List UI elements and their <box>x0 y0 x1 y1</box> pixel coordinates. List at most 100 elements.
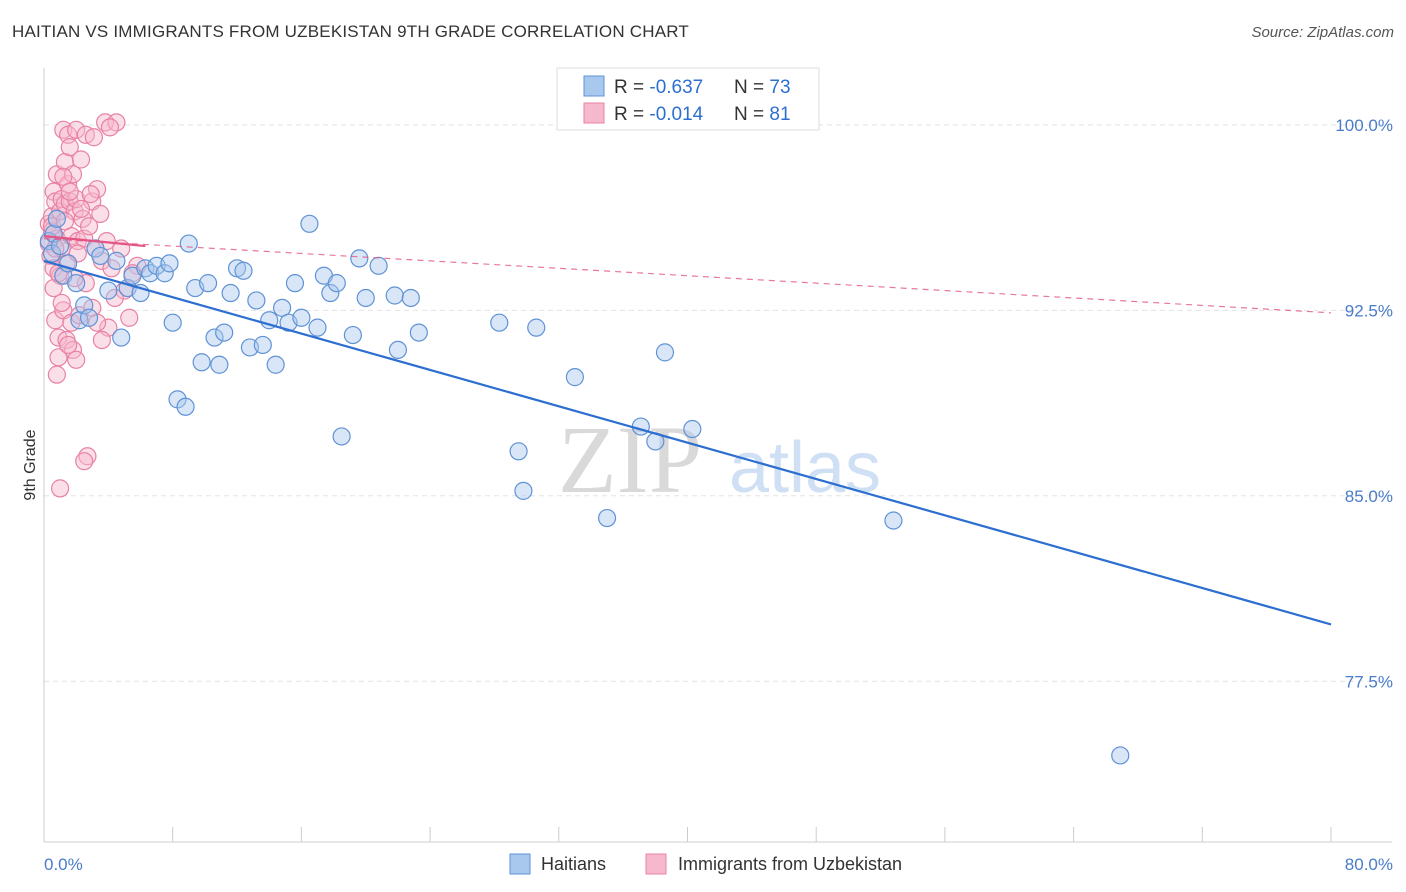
watermark: ZIP atlas <box>558 406 881 513</box>
legend-r-label: R = <box>614 104 649 125</box>
haitian-point <box>160 254 179 273</box>
legend-n-value: 81 <box>769 104 790 125</box>
legend-swatch-uzbekistan <box>583 102 605 124</box>
series-swatch-uzbekistan <box>645 853 667 875</box>
haitian-point <box>409 323 428 342</box>
legend-n-label: N = <box>734 77 769 98</box>
uzbekistan-point <box>67 350 86 369</box>
uzbekistan-point <box>59 335 78 355</box>
uzbekistan-point <box>67 120 86 139</box>
haitian-point <box>221 283 240 303</box>
series-label-haitians: Haitians <box>541 854 606 874</box>
haitian-point <box>514 481 533 500</box>
uzbekistan-point <box>105 288 124 308</box>
uzbekistan-point <box>68 244 87 263</box>
legend-r-value: -0.637 <box>649 77 703 98</box>
uzbekistan-point <box>78 447 97 466</box>
uzbekistan-point <box>52 293 71 313</box>
haitian-point <box>631 417 650 436</box>
haitian-point <box>163 313 182 332</box>
haitian-point <box>683 419 702 439</box>
haitian-point <box>215 323 234 342</box>
x-tick-labels: 0.0% 80.0% <box>44 855 1393 874</box>
y-tick-label: 85.0% <box>1345 487 1393 506</box>
uzbekistan-trendline-solid <box>43 235 146 248</box>
haitian-point <box>300 214 319 233</box>
haitian-point <box>192 353 211 372</box>
haitian-point <box>356 288 375 308</box>
uzbekistan-point <box>50 479 70 498</box>
haitian-point <box>179 234 198 253</box>
y-tick-labels: 100.0% 92.5% 85.0% 77.5% <box>1335 116 1393 691</box>
chart-title: HAITIAN VS IMMIGRANTS FROM UZBEKISTAN 9T… <box>12 22 690 41</box>
haitian-point <box>99 281 118 300</box>
haitian-point <box>79 308 99 327</box>
haitian-point <box>155 264 174 283</box>
haitian-point <box>343 325 362 345</box>
uzbekistan-point <box>79 217 99 236</box>
uzbekistan-point <box>71 199 91 219</box>
source-label: Source: ZipAtlas.com <box>1251 24 1394 41</box>
haitian-point <box>388 340 408 360</box>
series-swatch-haitians <box>509 853 531 875</box>
haitian-point <box>327 274 346 293</box>
haitian-point <box>107 251 126 270</box>
haitian-point <box>509 442 528 461</box>
uzbekistan-point <box>60 138 79 157</box>
uzbekistan-point <box>71 150 91 169</box>
uzbekistan-point <box>60 182 79 201</box>
axes <box>43 68 1392 843</box>
uzbekistan-point <box>76 274 95 293</box>
x-tick-label: 80.0% <box>1345 855 1393 874</box>
haitian-point <box>527 318 546 337</box>
haitian-point <box>260 311 279 330</box>
y-axis-label: 9th Grade <box>22 429 39 500</box>
haitian-point <box>332 427 351 446</box>
haitian-point <box>490 313 509 332</box>
haitian-point <box>198 274 218 293</box>
uzbekistan-point <box>81 185 100 204</box>
legend-swatch-haitians <box>583 75 605 97</box>
uzbekistan-point <box>100 118 120 137</box>
haitian-point <box>234 261 253 280</box>
trendlines <box>43 235 1332 626</box>
haitian-point <box>266 355 285 374</box>
svg-text:R = -0.014: R = -0.014 <box>614 104 704 125</box>
svg-text:N = 73: N = 73 <box>734 77 791 98</box>
legend-n-label: N = <box>734 104 769 125</box>
haitian-trendline <box>43 259 1332 626</box>
haitian-point <box>47 209 66 228</box>
haitian-point <box>247 291 266 310</box>
gridlines <box>44 124 1392 682</box>
uzbekistan-point <box>63 340 83 360</box>
uzbekistan-point <box>120 308 139 327</box>
uzbekistan-point <box>47 365 66 384</box>
x-tick-label: 0.0% <box>44 855 83 874</box>
haitian-point <box>884 511 903 530</box>
legend-r-label: R = <box>614 77 649 98</box>
haitian-point <box>67 274 86 293</box>
haitian-point <box>1111 746 1130 765</box>
uzbekistan-point <box>46 239 65 258</box>
haitian-point <box>308 318 327 337</box>
legend-n-value: 73 <box>769 77 790 98</box>
y-tick-label: 100.0% <box>1335 116 1393 135</box>
haitian-point <box>112 328 131 347</box>
y-tick-label: 92.5% <box>1345 301 1393 320</box>
uzbekistan-point <box>92 330 112 350</box>
watermark-zip: ZIP <box>558 406 702 513</box>
haitian-point <box>369 256 388 275</box>
haitian-point <box>205 328 224 347</box>
haitian-point <box>350 249 369 268</box>
watermark-atlas: atlas <box>729 428 881 508</box>
haitian-points <box>39 110 1130 765</box>
haitian-point <box>292 308 311 327</box>
haitian-point <box>141 264 160 283</box>
uzbekistan-point <box>84 128 103 147</box>
uzbekistan-point <box>91 204 110 223</box>
uzbekistan-point <box>54 120 73 139</box>
uzbekistan-point <box>75 452 94 471</box>
svg-text:N = 81: N = 81 <box>734 104 791 125</box>
haitian-point <box>321 283 340 303</box>
series-legend: Haitians Immigrants from Uzbekistan <box>509 853 902 875</box>
